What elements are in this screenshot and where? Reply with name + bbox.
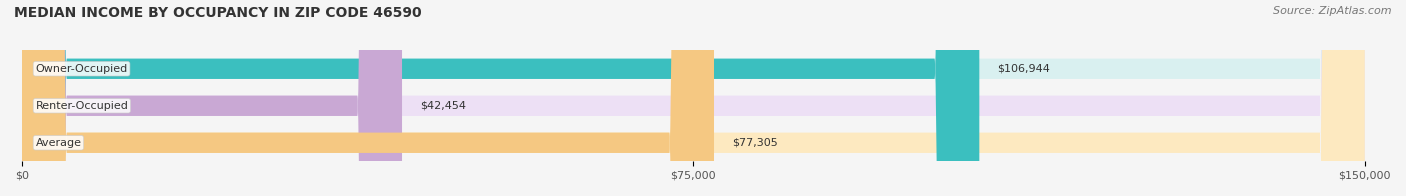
FancyBboxPatch shape <box>22 0 1365 196</box>
Text: MEDIAN INCOME BY OCCUPANCY IN ZIP CODE 46590: MEDIAN INCOME BY OCCUPANCY IN ZIP CODE 4… <box>14 6 422 20</box>
Text: Owner-Occupied: Owner-Occupied <box>35 64 128 74</box>
FancyBboxPatch shape <box>22 0 1365 196</box>
FancyBboxPatch shape <box>22 0 714 196</box>
Text: $106,944: $106,944 <box>997 64 1050 74</box>
FancyBboxPatch shape <box>22 0 402 196</box>
Text: Renter-Occupied: Renter-Occupied <box>35 101 128 111</box>
Text: $42,454: $42,454 <box>420 101 465 111</box>
Text: Source: ZipAtlas.com: Source: ZipAtlas.com <box>1274 6 1392 16</box>
Text: Average: Average <box>35 138 82 148</box>
Text: $77,305: $77,305 <box>733 138 778 148</box>
FancyBboxPatch shape <box>22 0 1365 196</box>
FancyBboxPatch shape <box>22 0 980 196</box>
